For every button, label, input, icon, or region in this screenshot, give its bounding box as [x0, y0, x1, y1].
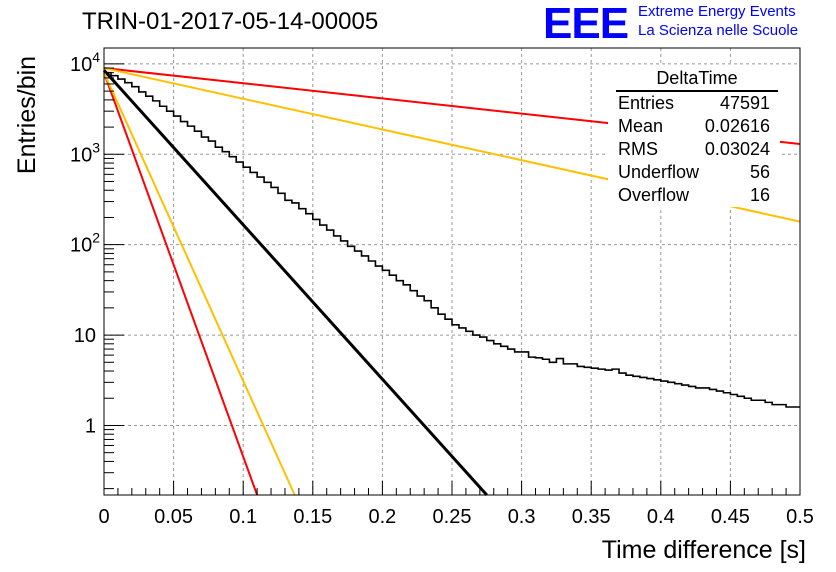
- stats-row: Overflow 16: [608, 184, 780, 207]
- histogram: [104, 71, 800, 408]
- stats-row: Mean 0.02616: [608, 115, 780, 138]
- x-tick-label: 0.45: [711, 506, 750, 528]
- y-tick-labels: 1 10 102 103 104: [70, 49, 100, 438]
- stats-row: Underflow 56: [608, 161, 780, 184]
- fit-line: [102, 69, 488, 497]
- stats-row: RMS 0.03024: [608, 138, 780, 161]
- stats-value: 47591: [719, 93, 770, 113]
- brand-line-2: La Scienza nelle Scuole: [638, 22, 799, 39]
- stats-row: Entries 47591: [608, 92, 780, 115]
- histogram-outline: [104, 71, 800, 408]
- y-tick-label: 104: [70, 49, 100, 76]
- grid: [104, 48, 800, 495]
- x-axis-label: Time difference [s]: [601, 536, 806, 564]
- stats-value: 16: [749, 185, 770, 205]
- y-tick-label: 10: [74, 325, 96, 347]
- brand-line-1: Extreme Energy Events: [638, 3, 796, 20]
- fit-line: [103, 72, 296, 496]
- y-tick-label: 1: [85, 415, 96, 437]
- y-tick-label: 102: [70, 230, 100, 257]
- eee-logo: EEE: [543, 0, 629, 48]
- stats-label: Mean: [618, 116, 664, 136]
- stats-box: DeltaTime Entries 47591 Mean 0.02616 RMS 0.…: [608, 66, 780, 207]
- stats-label: RMS: [618, 139, 658, 159]
- x-tick-label: 0.05: [154, 506, 193, 528]
- x-tick-label: 0.4: [647, 506, 675, 528]
- stats-label: Overflow: [618, 185, 690, 205]
- stats-label: Entries: [618, 93, 675, 113]
- x-tick-label: 0.25: [433, 506, 472, 528]
- axis-ticks: [103, 63, 801, 495]
- y-tick-label: 103: [70, 139, 100, 166]
- chart-title: TRIN-01-2017-05-14-00005: [82, 8, 379, 35]
- x-tick-label: 0.35: [572, 506, 611, 528]
- stats-value: 0.02616: [704, 116, 770, 136]
- brand-text: Extreme Energy Events La Scienza nelle S…: [638, 2, 798, 40]
- x-tick-label: 0: [98, 506, 109, 528]
- x-tick-label: 0.3: [508, 506, 536, 528]
- x-tick-label: 0.2: [368, 506, 396, 528]
- x-tick-label: 0.1: [229, 506, 257, 528]
- x-tick-label: 0.5: [786, 506, 814, 528]
- fit-line: [103, 72, 259, 496]
- stats-value: 0.03024: [704, 139, 770, 159]
- x-tick-label: 0.15: [293, 506, 332, 528]
- y-axis-label: Entries/bin: [13, 55, 41, 175]
- stats-value: 56: [749, 162, 770, 182]
- x-tick-labels: 0 0.05 0.1 0.15 0.2 0.25 0.3 0.35 0.4 0.45 0.5: [98, 506, 813, 528]
- stats-title: DeltaTime: [616, 66, 778, 92]
- stats-label: Underflow: [618, 162, 700, 182]
